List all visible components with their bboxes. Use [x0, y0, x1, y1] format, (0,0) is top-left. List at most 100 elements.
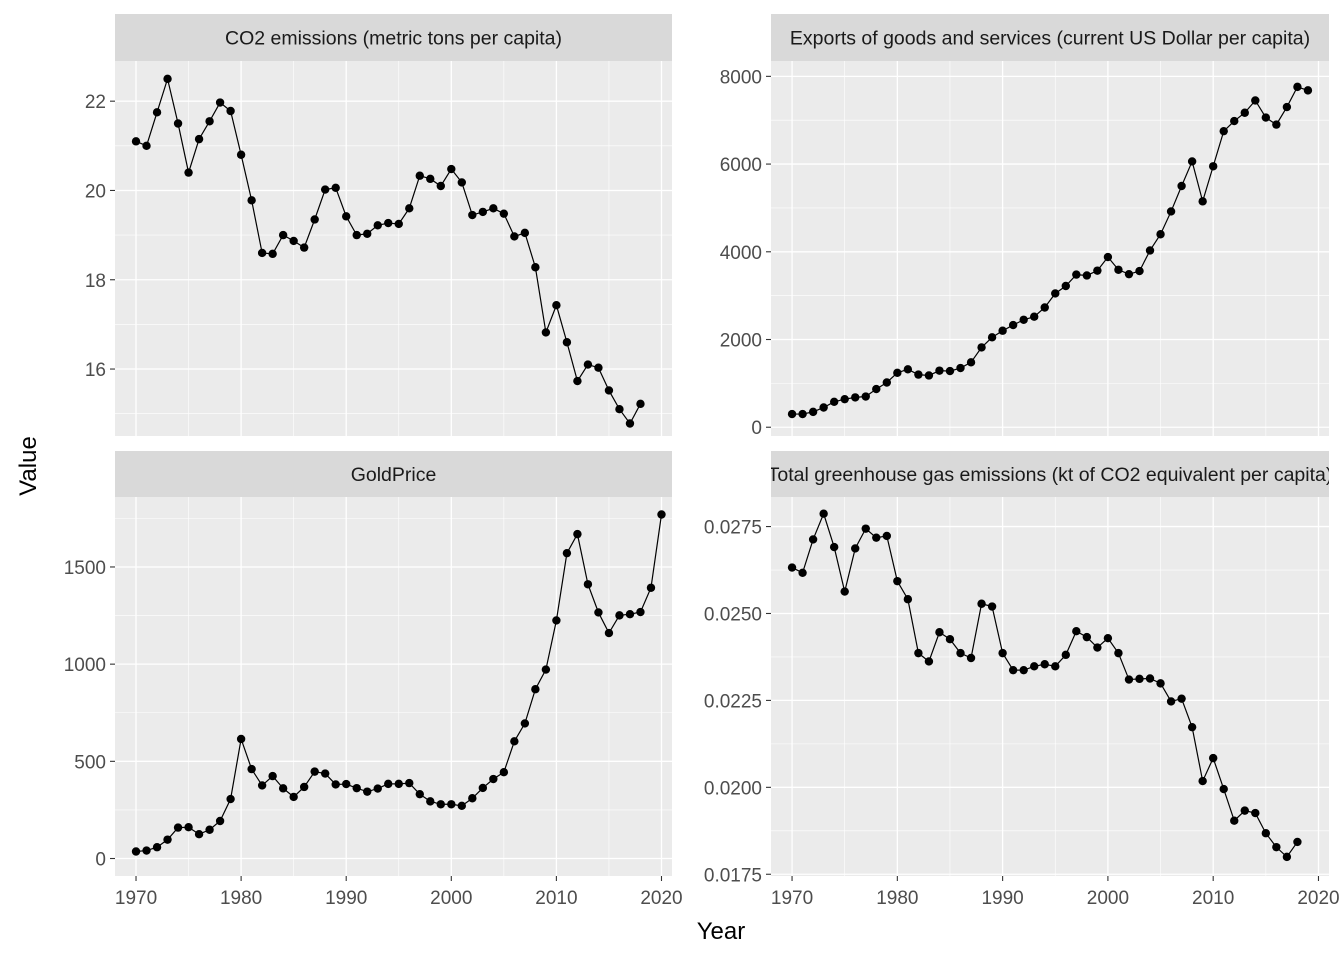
- data-point: [1135, 266, 1144, 276]
- data-point: [987, 333, 997, 342]
- data-point: [194, 830, 204, 839]
- data-point: [1198, 197, 1207, 206]
- data-point: [320, 769, 330, 778]
- facet-title: Exports of goods and services (current U…: [790, 28, 1310, 50]
- data-point: [331, 183, 340, 192]
- y-tick-label: 500: [74, 752, 106, 773]
- data-point: [977, 343, 986, 352]
- data-point: [1198, 776, 1207, 786]
- data-point: [1124, 675, 1134, 684]
- data-point: [520, 228, 530, 238]
- y-tick-label: 8000: [720, 67, 762, 88]
- data-point: [924, 657, 934, 666]
- data-point: [935, 628, 944, 637]
- data-point: [1282, 852, 1292, 862]
- y-tick-label: 22: [85, 92, 106, 113]
- strip-background: [771, 451, 1329, 497]
- data-point: [615, 611, 624, 620]
- panel-background: [771, 61, 1329, 436]
- data-point: [840, 587, 849, 596]
- data-point: [1272, 842, 1281, 852]
- data-point: [1272, 120, 1281, 129]
- data-point: [426, 797, 435, 806]
- y-tick-label: 0.0250: [704, 604, 762, 625]
- data-point: [604, 628, 614, 638]
- facet-panel-1: CO2 emissions (metric tons per capita) 16…: [85, 14, 672, 436]
- data-point: [998, 648, 1007, 658]
- data-point: [636, 607, 645, 617]
- data-point: [1177, 181, 1186, 191]
- data-point: [1293, 837, 1302, 847]
- data-point: [173, 119, 183, 128]
- data-point: [1230, 116, 1239, 126]
- data-point: [872, 533, 881, 542]
- y-tick-label: 0.0275: [704, 518, 762, 539]
- data-point: [478, 783, 488, 793]
- facet-title: GoldPrice: [351, 464, 437, 486]
- data-point: [478, 207, 488, 217]
- y-tick-label: 6000: [720, 155, 762, 176]
- data-point: [604, 386, 614, 395]
- y-tick-label: 1500: [64, 558, 106, 579]
- data-point: [945, 366, 955, 376]
- data-point: [489, 204, 498, 213]
- data-point: [447, 800, 456, 809]
- x-tick-label: 1990: [981, 888, 1023, 909]
- x-tick-label: 2020: [640, 888, 682, 909]
- data-point: [1040, 660, 1049, 669]
- data-point: [914, 370, 923, 379]
- data-point: [247, 196, 256, 205]
- data-point: [808, 535, 818, 544]
- data-point: [499, 209, 509, 218]
- data-point: [499, 768, 509, 777]
- x-tick-label: 1970: [115, 888, 157, 909]
- data-point: [131, 137, 141, 146]
- data-point: [1293, 82, 1302, 92]
- data-point: [278, 230, 288, 240]
- data-point: [394, 219, 403, 229]
- data-point: [1019, 315, 1028, 324]
- data-point: [215, 816, 225, 826]
- data-point: [893, 368, 902, 378]
- data-point: [247, 764, 256, 774]
- data-point: [924, 371, 934, 380]
- y-tick-label: 2000: [720, 331, 762, 352]
- panel-background: [115, 497, 672, 876]
- y-tick-label: 0.0225: [704, 691, 762, 712]
- data-point: [468, 210, 477, 220]
- data-point: [1114, 265, 1123, 274]
- data-point: [840, 394, 849, 404]
- data-point: [436, 800, 445, 809]
- data-point: [468, 794, 477, 803]
- facet-panel-2: Exports of goods and services (current U…: [720, 14, 1329, 439]
- data-point: [1177, 694, 1186, 703]
- data-point: [447, 164, 456, 174]
- data-point: [1156, 230, 1165, 239]
- data-point: [1282, 102, 1292, 112]
- data-point: [1072, 270, 1081, 279]
- data-point: [194, 134, 204, 144]
- data-point: [257, 781, 267, 790]
- data-point: [787, 563, 797, 572]
- data-point: [1019, 665, 1028, 675]
- data-point: [152, 108, 162, 117]
- data-point: [1219, 784, 1228, 794]
- data-point: [1240, 806, 1249, 815]
- data-point: [384, 779, 393, 789]
- data-point: [1030, 312, 1039, 321]
- y-tick-label: 18: [85, 271, 106, 292]
- data-point: [615, 405, 624, 414]
- data-point: [1261, 829, 1271, 838]
- data-point: [1051, 662, 1060, 671]
- strip-background: [115, 14, 672, 61]
- data-point: [1145, 674, 1155, 683]
- data-point: [594, 608, 603, 617]
- data-point: [903, 595, 913, 604]
- data-point: [163, 74, 172, 84]
- data-point: [1303, 86, 1313, 95]
- data-point: [142, 846, 151, 855]
- data-point: [956, 363, 965, 373]
- data-point: [173, 823, 183, 832]
- y-tick-label: 4000: [720, 243, 762, 264]
